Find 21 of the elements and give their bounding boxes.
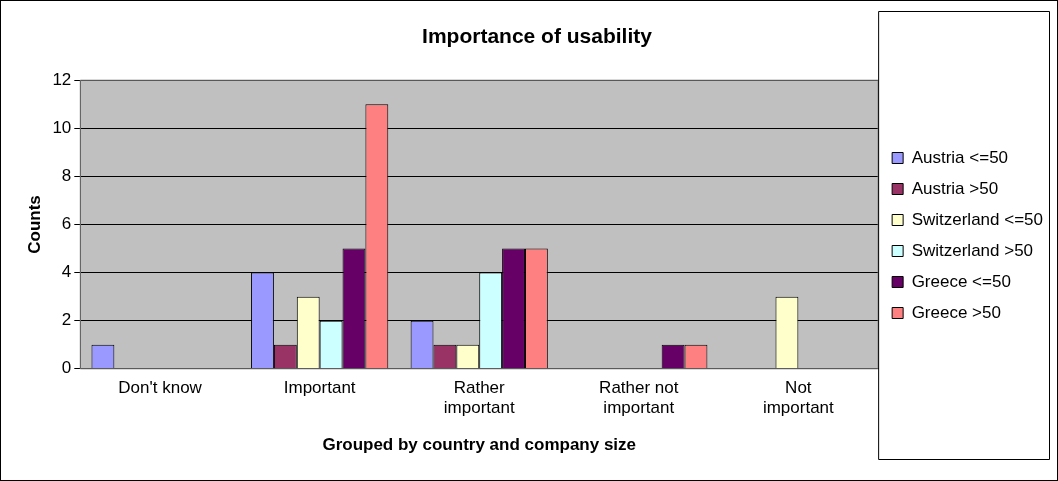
y-tick-label: 12: [52, 69, 72, 89]
x-tick-label: Rather not important: [599, 377, 679, 418]
legend-label: Austria >50: [911, 178, 999, 198]
legend-label: Greece >50: [911, 302, 1001, 322]
y-axis-title: Counts: [24, 195, 44, 254]
y-tick-label: 8: [61, 166, 72, 186]
x-tick-label: Not important: [762, 377, 835, 418]
y-tick-label: 2: [61, 310, 72, 330]
legend-label: Switzerland <=50: [911, 209, 1044, 229]
y-tick-label: 4: [61, 262, 72, 282]
x-tick-label: Don't know: [118, 377, 203, 397]
y-tick-label: 0: [61, 358, 72, 378]
y-tick-label: 10: [52, 117, 72, 137]
legend-label: Greece <=50: [911, 271, 1011, 291]
x-tick-label: Important: [283, 377, 356, 397]
x-axis-title: Grouped by country and company size: [322, 435, 637, 455]
legend-label: Switzerland >50: [911, 240, 1034, 260]
chart-title: Importance of usability: [422, 24, 653, 48]
y-tick-label: 6: [61, 214, 72, 234]
legend-label: Austria <=50: [911, 147, 1009, 167]
x-tick-label: Rather important: [443, 377, 515, 418]
